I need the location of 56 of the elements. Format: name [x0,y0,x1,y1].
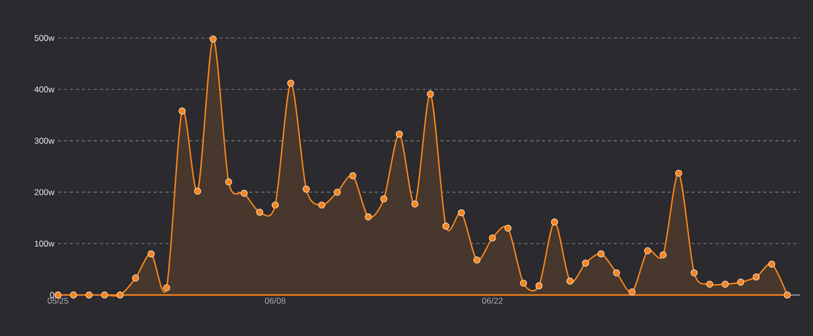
point [551,218,558,226]
point [225,178,232,186]
x-tick-label: 06/22 [482,298,503,304]
point [784,292,791,298]
point [148,250,155,258]
point [737,278,744,286]
point [613,269,620,276]
y-tick-label: 300w [34,138,55,144]
point [101,292,108,298]
point [240,190,248,197]
point [520,280,527,287]
point [768,260,776,268]
x-tick-label: 05/25 [48,298,68,304]
point [426,90,434,98]
y-tick-label: 0 [50,292,54,298]
point [536,282,542,290]
point [349,172,356,180]
point [334,188,341,196]
point [396,130,403,138]
point [287,80,294,87]
point [504,224,512,232]
point [302,186,310,193]
point [660,251,667,258]
point [690,269,698,276]
point [473,256,480,264]
y-tick-label: 400w [34,86,55,92]
point [210,36,217,43]
point [70,292,78,298]
point [628,288,636,296]
x-tick-label: 06/08 [264,298,286,304]
point [116,292,124,298]
point [411,200,418,208]
y-tick-label: 100w [34,240,55,247]
point [722,280,729,288]
point [318,202,326,209]
point [458,209,465,216]
point [194,188,202,195]
point [380,195,388,202]
point [582,260,590,267]
point [675,170,682,177]
point [163,284,170,292]
point [566,278,574,285]
point [752,274,760,280]
point [132,274,140,282]
point [272,202,279,209]
y-tick-label: 500w [34,35,55,41]
point [256,208,264,216]
point [598,250,605,258]
y-tick-label: 200w [34,189,55,196]
point [442,222,450,230]
point [86,292,93,298]
point [178,108,186,114]
point [706,280,714,288]
point [644,247,652,254]
point [488,234,496,242]
point [364,213,372,220]
